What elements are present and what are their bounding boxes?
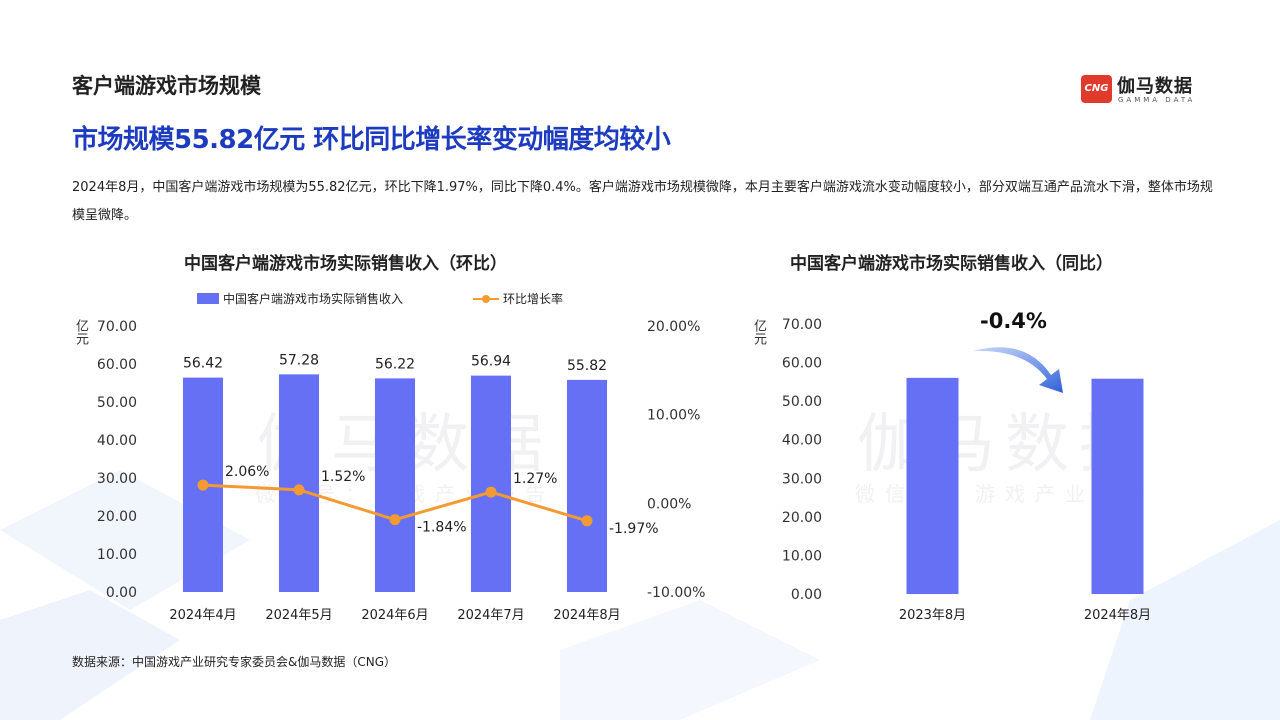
legend-item-revenue: 中国客户端游戏市场实际销售收入 xyxy=(197,290,403,308)
y-axis-unit-right: 亿元 xyxy=(751,319,766,345)
growth-rate-label: -1.84% xyxy=(417,520,467,536)
legend-swatch-bar xyxy=(197,293,219,304)
y-tick-label-left: 50.00 xyxy=(97,395,137,411)
y-tick-label-yoy: 70.00 xyxy=(782,317,822,333)
logo-name: 伽马数据 xyxy=(1117,76,1193,97)
legend-label-revenue: 中国客户端游戏市场实际销售收入 xyxy=(223,292,404,306)
legend-item-growth: 环比增长率 xyxy=(473,290,563,308)
chart-legend: 中国客户端游戏市场实际销售收入 环比增长率 xyxy=(197,290,617,308)
yoy-change-label: -0.4% xyxy=(980,309,1047,333)
growth-rate-point xyxy=(197,479,209,491)
bar-value-label: 56.22 xyxy=(375,356,415,372)
y-tick-label-left: 20.00 xyxy=(97,509,137,525)
y-tick-label-left: 10.00 xyxy=(97,547,137,563)
y-axis-unit-left: 亿元 xyxy=(73,319,88,345)
growth-rate-point xyxy=(389,514,401,526)
y-tick-label-yoy: 10.00 xyxy=(782,548,822,564)
legend-swatch-line xyxy=(473,293,499,304)
bar-revenue xyxy=(567,379,607,592)
y-tick-label-right: 20.00% xyxy=(647,319,700,335)
legend-label-growth: 环比增长率 xyxy=(503,292,564,306)
y-tick-label-right: 10.00% xyxy=(647,408,700,424)
x-tick-label-yoy: 2023年8月 xyxy=(899,608,966,623)
bar-revenue xyxy=(279,374,319,592)
x-tick-label: 2024年4月 xyxy=(169,608,236,623)
y-tick-label-left: 70.00 xyxy=(97,319,137,335)
bar-revenue xyxy=(471,375,511,592)
bar-revenue-yoy xyxy=(1091,378,1144,594)
y-tick-label-yoy: 40.00 xyxy=(782,433,822,449)
decline-arrow-icon xyxy=(973,347,1063,393)
chart-title-yoy: 中国客户端游戏市场实际销售收入（同比） xyxy=(790,254,1113,274)
growth-rate-point xyxy=(581,515,593,527)
growth-rate-point xyxy=(485,486,497,498)
y-tick-label-yoy: 0.00 xyxy=(791,587,822,603)
y-tick-label-yoy: 20.00 xyxy=(782,510,822,526)
data-source: 数据来源：中国游戏产业研究专家委员会&伽马数据（CNG） xyxy=(72,655,397,669)
logo-subtitle: GAMMA DATA xyxy=(1118,96,1196,104)
growth-rate-label: 1.27% xyxy=(513,471,557,487)
description: 2024年8月，中国客户端游戏市场规模为55.82亿元，环比下降1.97%，同比… xyxy=(72,180,1213,223)
bar-revenue xyxy=(375,378,415,592)
logo-badge: CNG xyxy=(1081,75,1112,103)
x-tick-label: 2024年7月 xyxy=(457,608,524,623)
x-tick-label: 2024年6月 xyxy=(361,608,428,623)
y-tick-label-yoy: 60.00 xyxy=(782,356,822,372)
growth-rate-point xyxy=(293,484,305,496)
y-tick-label-left: 40.00 xyxy=(97,433,137,449)
y-tick-label-yoy: 30.00 xyxy=(782,471,822,487)
bar-value-label: 57.28 xyxy=(279,352,319,368)
bar-value-label: 56.42 xyxy=(183,356,223,372)
growth-rate-label: 2.06% xyxy=(225,464,269,480)
y-tick-label-right: -10.00% xyxy=(647,585,705,601)
chart-title-mom: 中国客户端游戏市场实际销售收入（环比） xyxy=(184,254,507,274)
bar-value-label: 56.94 xyxy=(471,354,511,370)
growth-rate-label: -1.97% xyxy=(609,521,659,537)
y-tick-label-left: 0.00 xyxy=(106,585,137,601)
x-tick-label-yoy: 2024年8月 xyxy=(1084,608,1151,623)
section-title: 客户端游戏市场规模 xyxy=(72,74,261,98)
x-tick-label: 2024年5月 xyxy=(265,608,332,623)
y-tick-label-right: 0.00% xyxy=(647,496,691,512)
bar-value-label: 55.82 xyxy=(567,358,607,374)
y-tick-label-yoy: 50.00 xyxy=(782,394,822,410)
growth-rate-label: 1.52% xyxy=(321,469,365,485)
x-tick-label: 2024年8月 xyxy=(553,608,620,623)
logo: CNG 伽马数据 GAMMA DATA xyxy=(1081,72,1216,108)
y-tick-label-left: 30.00 xyxy=(97,471,137,487)
bar-revenue-yoy xyxy=(906,377,959,594)
y-tick-label-left: 60.00 xyxy=(97,357,137,373)
headline: 市场规模55.82亿元 环比同比增长率变动幅度均较小 xyxy=(72,125,671,155)
